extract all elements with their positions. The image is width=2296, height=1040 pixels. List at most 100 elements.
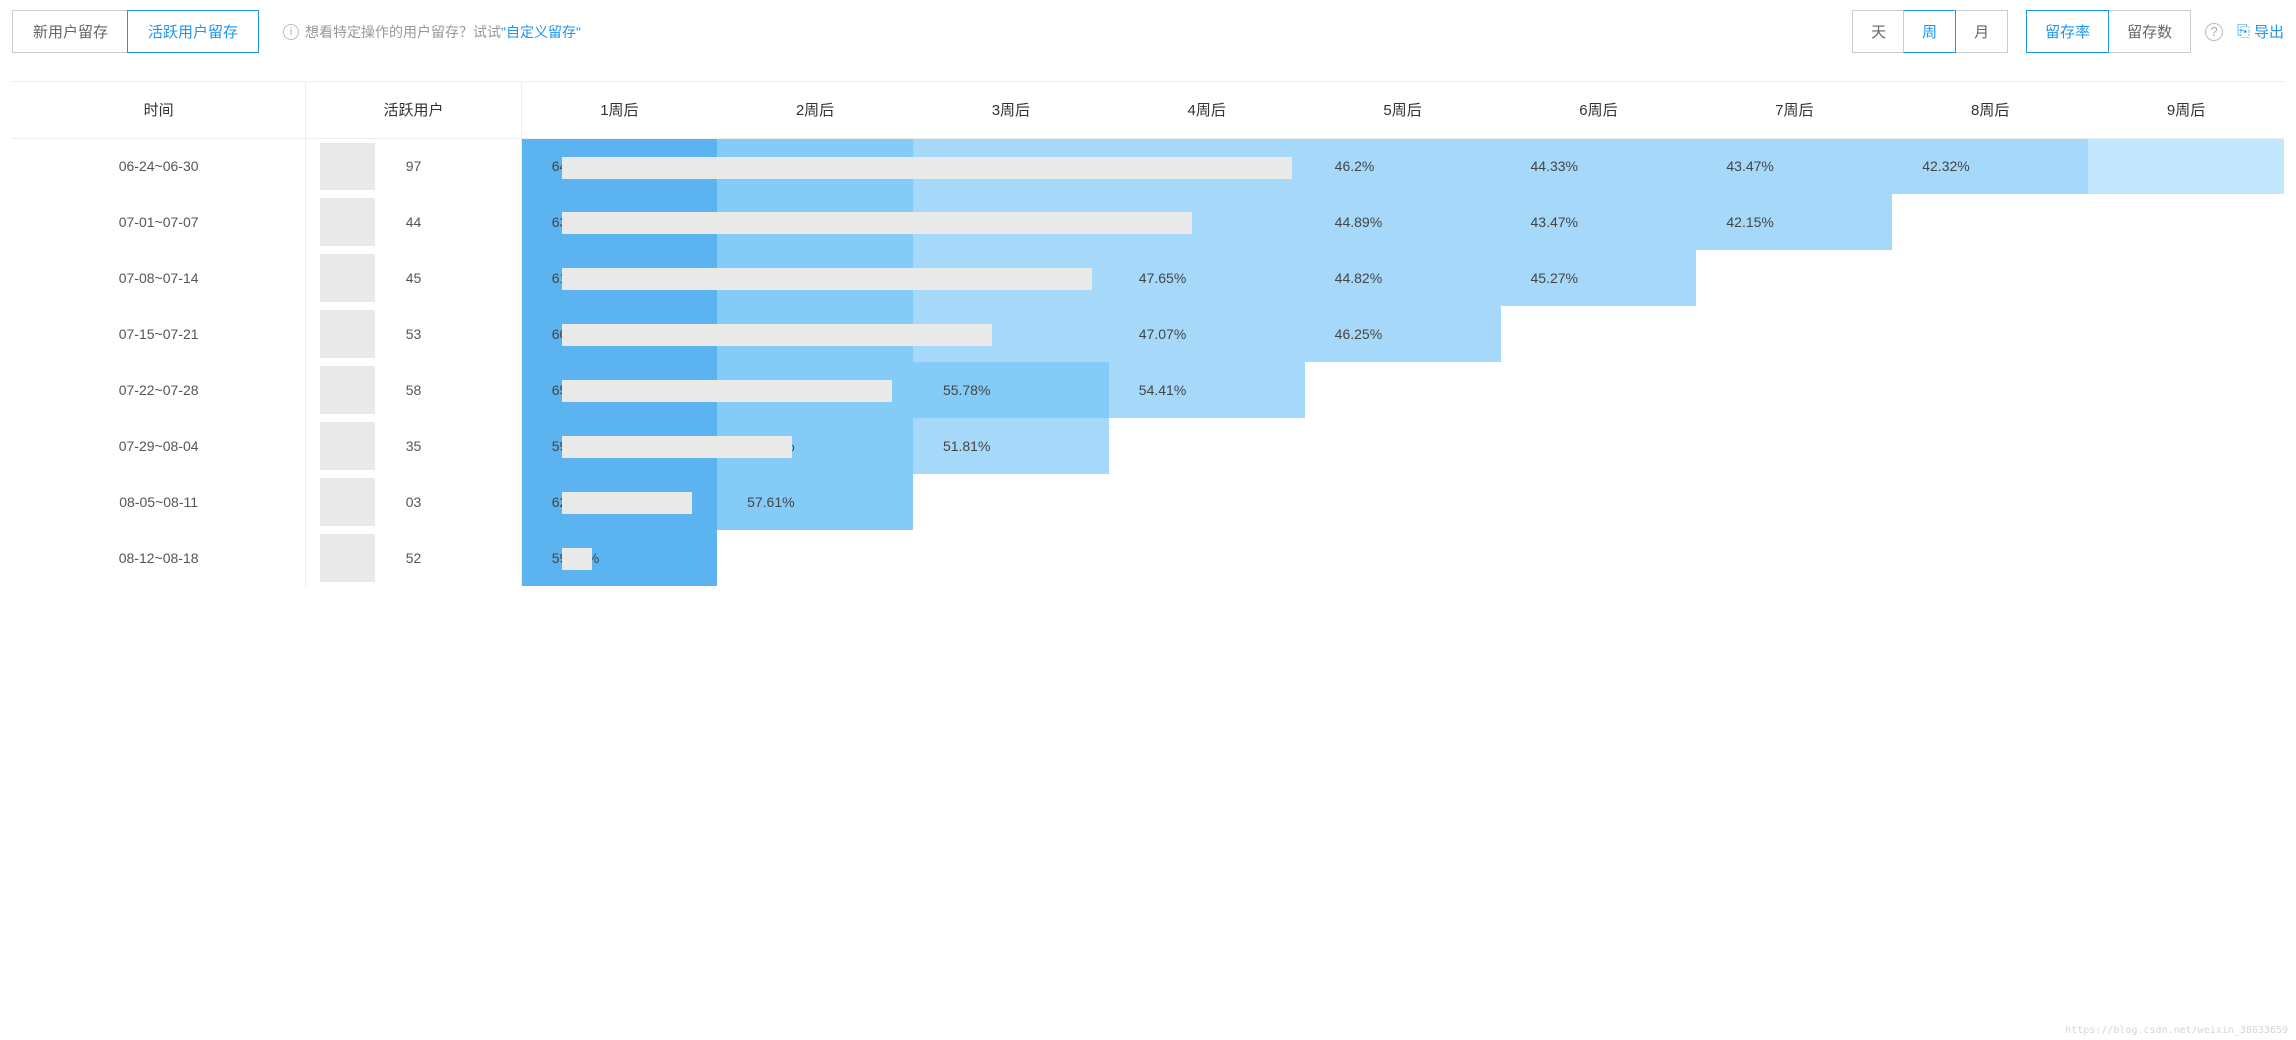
retention-value: 42.15% <box>1726 214 1773 230</box>
cell-retention: 60.58% <box>521 306 717 362</box>
retention-value: 46.25% <box>1335 326 1382 342</box>
metric-count[interactable]: 留存数 <box>2108 11 2190 52</box>
granularity-week[interactable]: 周 <box>1903 10 1956 53</box>
retention-value: 47.07% <box>1139 326 1186 342</box>
cell-retention <box>2088 194 2284 250</box>
col-week-3: 3周后 <box>913 82 1109 138</box>
granularity-month[interactable]: 月 <box>1955 11 2007 52</box>
cell-retention: 47.65% <box>1109 250 1305 306</box>
table-row: 07-01~07-074463.44%54.97%50.54%47.31%44.… <box>12 194 2284 250</box>
cohort-table-wrap: 时间 活跃用户 1周后 2周后 3周后 4周后 5周后 6周后 7周后 8周后 … <box>12 81 2284 586</box>
cell-retention: 46.2% <box>1305 138 1501 194</box>
retention-value: 51.81% <box>943 438 990 454</box>
cell-retention <box>2088 362 2284 418</box>
cell-retention: 47.07% <box>1109 306 1305 362</box>
cell-retention <box>1305 474 1501 530</box>
row-overlay-bar <box>562 157 1292 179</box>
col-users: 活跃用户 <box>306 82 521 138</box>
cell-retention: 46.25% <box>1305 306 1501 362</box>
info-icon: i <box>283 24 299 40</box>
users-value-suffix: 44 <box>406 214 422 230</box>
metric-group: 留存率 留存数 <box>2026 10 2191 53</box>
retention-value: 44.82% <box>1335 270 1382 286</box>
cell-users: 97 <box>306 138 521 194</box>
cell-retention <box>2088 474 2284 530</box>
col-week-4: 4周后 <box>1109 82 1305 138</box>
col-time: 时间 <box>12 82 306 138</box>
cell-time: 07-29~08-04 <box>12 418 306 474</box>
cell-retention <box>1305 362 1501 418</box>
retention-value: 43.47% <box>1726 158 1773 174</box>
cell-retention <box>1305 418 1501 474</box>
retention-value: 44.89% <box>1335 214 1382 230</box>
cell-retention: 44.82% <box>1305 250 1501 306</box>
cell-users: 52 <box>306 530 521 586</box>
export-icon: ⎘ <box>2237 23 2250 41</box>
cell-retention: 42.15% <box>1696 194 1892 250</box>
tab-active-user[interactable]: 活跃用户留存 <box>127 10 259 53</box>
users-value-suffix: 52 <box>406 550 422 566</box>
cell-retention <box>1892 418 2088 474</box>
table-row: 07-08~07-144561.97%54.09%50.47%47.65%44.… <box>12 250 2284 306</box>
cell-retention <box>717 530 913 586</box>
cell-retention <box>1501 418 1697 474</box>
cell-retention: 55.78% <box>913 362 1109 418</box>
granularity-group: 天 周 月 <box>1852 10 2008 53</box>
col-week-9: 9周后 <box>2088 82 2284 138</box>
metric-rate[interactable]: 留存率 <box>2026 10 2109 53</box>
table-row: 08-12~08-185259.84% <box>12 530 2284 586</box>
export-button[interactable]: ⎘ 导出 <box>2237 21 2284 42</box>
cell-users: 58 <box>306 362 521 418</box>
users-value-suffix: 97 <box>406 158 422 174</box>
cell-retention: 43.47% <box>1501 194 1697 250</box>
cell-time: 08-05~08-11 <box>12 474 306 530</box>
cell-retention: 54.41% <box>1109 362 1305 418</box>
col-week-6: 6周后 <box>1501 82 1697 138</box>
cell-retention <box>1109 530 1305 586</box>
tab-new-user[interactable]: 新用户留存 <box>13 11 128 52</box>
cell-retention <box>1501 362 1697 418</box>
cell-retention <box>913 474 1109 530</box>
cell-retention <box>1892 194 2088 250</box>
cell-retention <box>1696 362 1892 418</box>
cell-retention <box>2088 250 2284 306</box>
cell-retention <box>1892 474 2088 530</box>
retention-value: 43.47% <box>1531 214 1578 230</box>
cell-bg <box>2088 139 2284 195</box>
cell-users: 53 <box>306 306 521 362</box>
help-icon[interactable]: ? <box>2205 23 2223 41</box>
retention-value: 47.65% <box>1139 270 1186 286</box>
hint-prefix: 想看特定操作的用户留存？试试 <box>305 22 501 42</box>
cell-retention <box>1109 474 1305 530</box>
table-row: 07-22~07-285865.05%59.97%55.78%54.41% <box>12 362 2284 418</box>
retention-value: 46.2% <box>1335 158 1375 174</box>
granularity-day[interactable]: 天 <box>1853 11 1904 52</box>
cell-retention <box>2088 418 2284 474</box>
cell-retention: 43.47% <box>1696 138 1892 194</box>
cell-bg <box>1501 250 1697 306</box>
export-label: 导出 <box>2254 21 2284 42</box>
cell-retention <box>1305 530 1501 586</box>
custom-retention-link[interactable]: "自定义留存" <box>501 22 581 42</box>
redaction-mask <box>320 143 375 191</box>
cell-users: 45 <box>306 250 521 306</box>
cell-retention <box>1696 474 1892 530</box>
row-overlay-bar <box>562 492 692 514</box>
retention-value: 55.78% <box>943 382 990 398</box>
redaction-mask <box>320 366 375 414</box>
cell-retention: 57.61% <box>717 474 913 530</box>
cell-users: 35 <box>306 418 521 474</box>
hint-text: i 想看特定操作的用户留存？试试 "自定义留存" <box>283 22 581 42</box>
retention-value: 45.27% <box>1531 270 1578 286</box>
cell-retention: 45.27% <box>1501 250 1697 306</box>
redaction-mask <box>320 254 375 302</box>
cell-retention: 59.72% <box>521 418 717 474</box>
cell-retention <box>1109 418 1305 474</box>
cell-retention <box>1892 362 2088 418</box>
cell-retention <box>1696 530 1892 586</box>
col-week-8: 8周后 <box>1892 82 2088 138</box>
retention-value: 54.41% <box>1139 382 1186 398</box>
col-week-2: 2周后 <box>717 82 913 138</box>
cell-users: 44 <box>306 194 521 250</box>
col-week-5: 5周后 <box>1305 82 1501 138</box>
